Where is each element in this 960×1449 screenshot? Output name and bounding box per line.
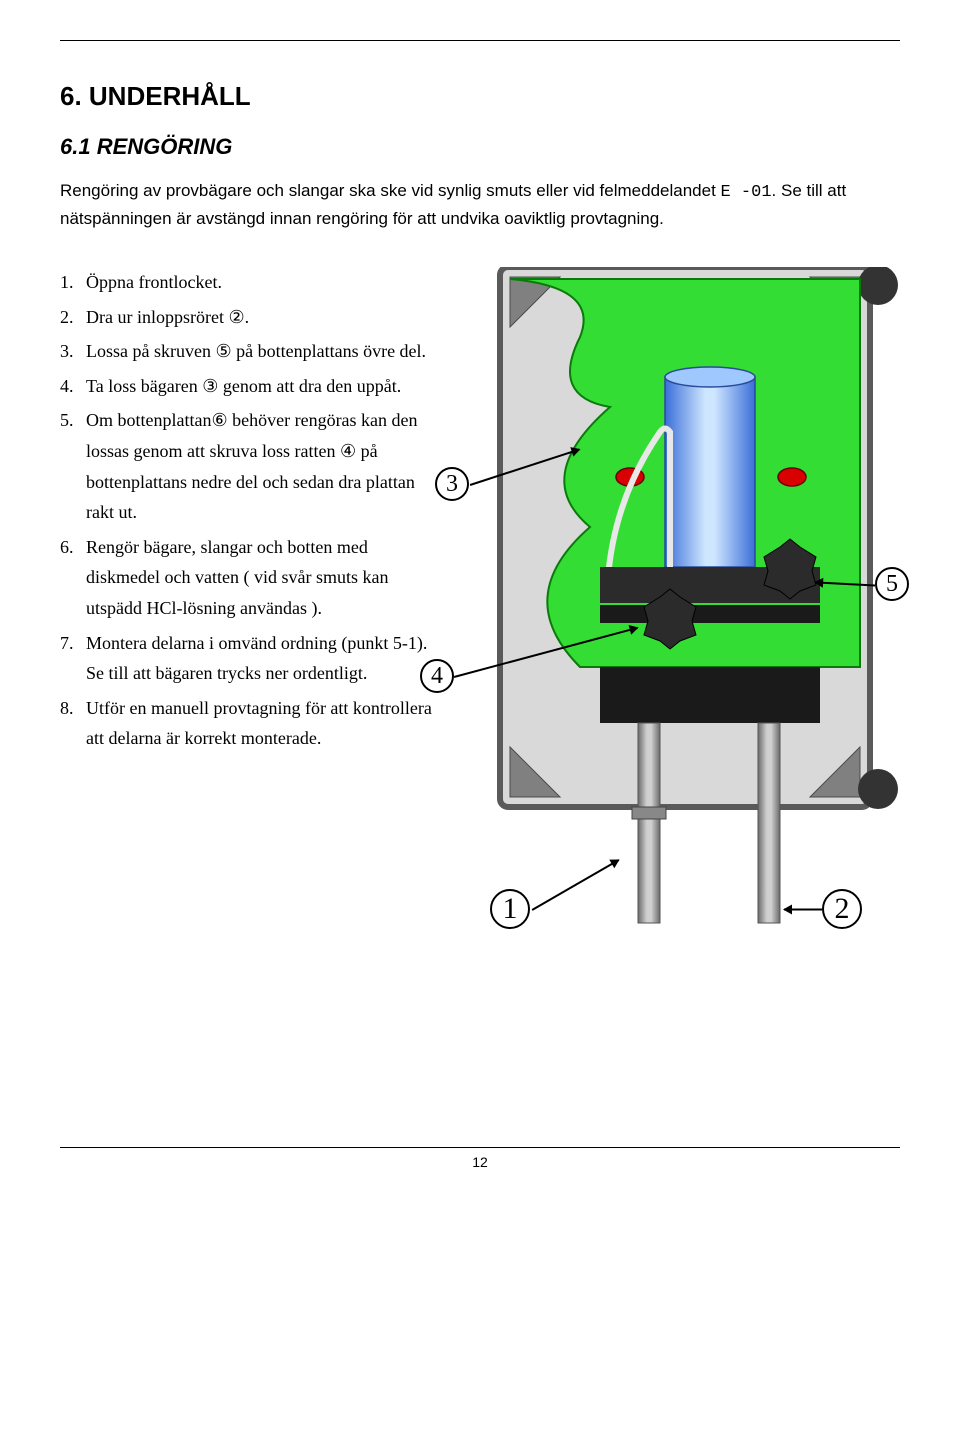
callout-5: 5 [875, 567, 909, 601]
intro-code: E -01 [721, 183, 772, 202]
top-rule [60, 40, 900, 41]
intro-text-1: Rengöring av provbägare och slangar ska … [60, 181, 721, 200]
callout-4: 4 [420, 659, 454, 693]
step-item: 2.Dra ur inloppsröret ②. [60, 302, 432, 333]
step-item: 5.Om bottenplattan⑥ behöver rengöras kan… [60, 405, 432, 527]
steps-column: 1.Öppna frontlocket. 2.Dra ur inloppsrör… [60, 267, 432, 758]
step-item: 3.Lossa på skruven ⑤ på bottenplattans ö… [60, 336, 432, 367]
callout-3: 3 [435, 467, 469, 501]
page-number: 12 [60, 1147, 900, 1170]
callout-1: 1 [490, 889, 530, 929]
callout-2: 2 [822, 889, 862, 929]
subheading: 6.1 RENGÖRING [60, 134, 900, 160]
intro-paragraph: Rengöring av provbägare och slangar ska … [60, 178, 900, 231]
figure-column: 3 4 5 1 2 [440, 267, 900, 967]
step-item: 7.Montera delarna i omvänd ordning (punk… [60, 628, 432, 689]
step-item: 1.Öppna frontlocket. [60, 267, 432, 298]
step-item: 4.Ta loss bägaren ③ genom att dra den up… [60, 371, 432, 402]
heading: 6. UNDERHÅLL [60, 81, 900, 112]
step-item: 6.Rengör bägare, slangar och botten med … [60, 532, 432, 624]
steps-list: 1.Öppna frontlocket. 2.Dra ur inloppsrör… [60, 267, 432, 754]
arrow-2 [784, 909, 822, 911]
step-item: 8.Utför en manuell provtagning för att k… [60, 693, 432, 754]
device-diagram [440, 267, 900, 967]
